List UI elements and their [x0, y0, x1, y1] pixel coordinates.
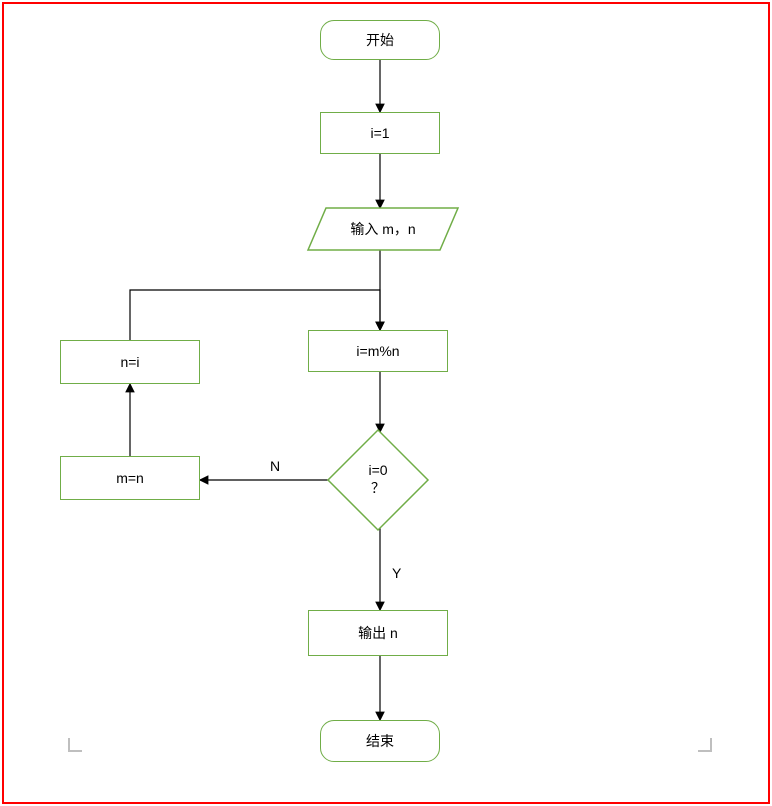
- crop-mark: [694, 734, 712, 752]
- edge-label: N: [270, 458, 280, 474]
- node-assignM: m=n: [60, 456, 200, 500]
- node-input: 输入 m，n: [308, 208, 458, 250]
- node-calc: i=m%n: [308, 330, 448, 372]
- edge-label: Y: [392, 565, 401, 581]
- flowchart-canvas: Y N 开始 i=1 输入 m，n i=m%n i=0 ？ 输出 n 结束 m=n n=i: [0, 0, 772, 806]
- node-cond: i=0 ？: [328, 430, 428, 530]
- node-out: 输出 n: [308, 610, 448, 656]
- node-init: i=1: [320, 112, 440, 154]
- crop-mark: [68, 734, 86, 752]
- node-assignN: n=i: [60, 340, 200, 384]
- node-start: 开始: [320, 20, 440, 60]
- node-end: 结束: [320, 720, 440, 762]
